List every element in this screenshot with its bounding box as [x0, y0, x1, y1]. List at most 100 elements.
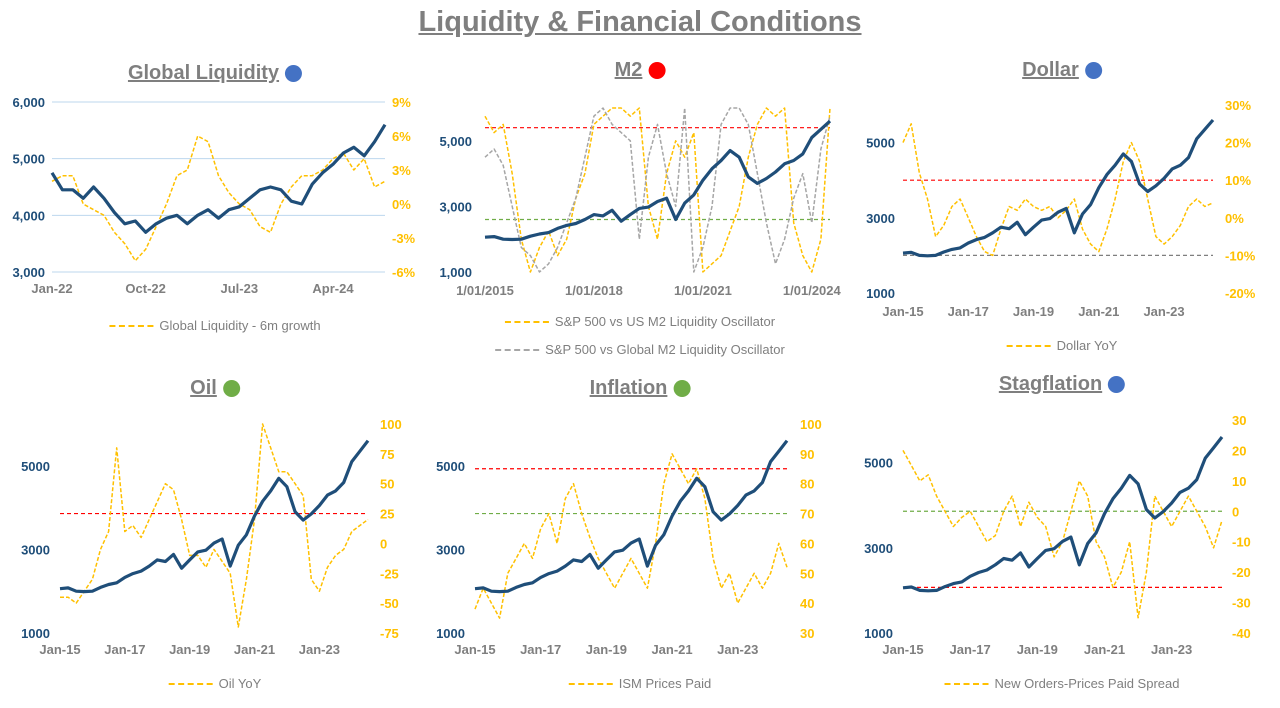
y-right-tick-label: -10	[1232, 535, 1251, 550]
y-right-tick-label: -20%	[1225, 286, 1256, 301]
legend-label: New Orders-Prices Paid Spread	[994, 676, 1180, 691]
y-left-tick-label: 3000	[21, 542, 50, 557]
legend-swatch-icon	[495, 348, 540, 351]
legend-swatch-icon	[109, 324, 154, 327]
chart-title-text: Oil	[190, 377, 217, 399]
x-tick-label: 1/01/2024	[783, 283, 842, 298]
series-line-s-p-500	[474, 439, 789, 594]
y-right-tick-label: -40	[1232, 626, 1251, 641]
chart-title-dollar: Dollar	[1022, 59, 1102, 82]
x-tick-label: Jul-23	[221, 281, 259, 296]
y-right-tick-label: 75	[380, 447, 394, 462]
x-tick-label: Jan-19	[1017, 642, 1058, 657]
y-left-tick-label: 3000	[436, 542, 465, 557]
legend-item: S&P 500 vs US M2 Liquidity Oscillator	[504, 314, 775, 329]
y-right-tick-label: 50	[380, 477, 394, 492]
x-tick-label: Jan-21	[651, 642, 692, 657]
x-tick-label: Jan-23	[717, 642, 758, 657]
y-left-tick-label: 1000	[864, 626, 893, 641]
y-right-tick-label: -3%	[392, 231, 416, 246]
status-dot-icon	[1084, 62, 1102, 79]
x-tick-label: Jan-23	[299, 642, 340, 657]
legend-item: Global Liquidity - 6m growth	[109, 318, 321, 333]
x-tick-label: Jan-21	[1078, 304, 1119, 319]
y-right-tick-label: 25	[380, 507, 394, 522]
x-tick-label: 1/01/2015	[456, 283, 514, 298]
chart-m2: 1,000 3,000 5,000 1/01/2015 1/01/2018 1/01/20…	[439, 107, 842, 298]
x-tick-label: Jan-15	[39, 642, 80, 657]
y-left-tick-label: 5000	[866, 136, 895, 151]
y-right-tick-label: 50	[800, 566, 814, 581]
x-tick-label: Jan-21	[1084, 642, 1125, 657]
x-tick-label: 1/01/2021	[674, 283, 732, 298]
series-line-s-p-500	[902, 436, 1224, 593]
y-right-tick-label: 100	[380, 417, 402, 432]
y-right-tick-label: 100	[800, 417, 822, 432]
status-dot-icon	[1108, 376, 1126, 393]
y-left-tick-label: 3,000	[439, 199, 472, 214]
y-right-tick-label: -10%	[1225, 248, 1256, 263]
y-left-tick-label: 1,000	[439, 265, 472, 280]
x-tick-label: Jan-17	[520, 642, 561, 657]
x-tick-label: Jan-17	[104, 642, 145, 657]
legend-swatch-icon	[168, 682, 213, 685]
y-right-tick-label: 0%	[1225, 211, 1244, 226]
legend-swatch-icon	[568, 682, 613, 685]
series-line-s-p-500-vs-global-m2-liquidity-oscillator	[484, 107, 831, 273]
y-right-tick-label: -50	[380, 596, 399, 611]
y-right-tick-label: 10	[1232, 474, 1246, 489]
legend-item: Oil YoY	[168, 676, 262, 691]
y-right-tick-label: -30	[1232, 596, 1251, 611]
x-tick-label: Jan-23	[1151, 642, 1192, 657]
y-right-tick-label: 20%	[1225, 136, 1251, 151]
y-right-tick-label: 0%	[392, 197, 411, 212]
chart-title-m2: M2	[615, 59, 666, 82]
y-right-tick-label: 0	[380, 536, 387, 551]
y-right-tick-label: 10%	[1225, 173, 1251, 188]
y-left-tick-label: 1000	[436, 626, 465, 641]
x-tick-label: Jan-21	[234, 642, 275, 657]
y-right-tick-label: -25	[380, 566, 399, 581]
series-line-s-p-500	[484, 119, 832, 242]
series-line-s-p-500	[59, 439, 370, 594]
y-right-tick-label: -75	[380, 626, 399, 641]
legend-swatch-icon	[1006, 344, 1051, 347]
x-tick-label: Jan-15	[882, 304, 923, 319]
x-tick-label: 1/01/2018	[565, 283, 623, 298]
x-tick-label: Oct-22	[125, 281, 165, 296]
series-line-oil-yoy	[60, 423, 369, 628]
status-dot-icon	[222, 380, 240, 397]
y-left-tick-label: 3,000	[12, 265, 45, 280]
chart-title-text: Inflation	[589, 377, 668, 399]
chart-title-text: Global Liquidity	[127, 62, 280, 84]
y-right-tick-label: 30%	[1225, 98, 1251, 113]
status-dot-icon	[285, 65, 303, 82]
y-left-tick-label: 5,000	[12, 152, 45, 167]
series-line-ism-prices-paid	[474, 453, 788, 619]
y-right-tick-label: 40	[800, 596, 814, 611]
legend-item: New Orders-Prices Paid Spread	[944, 676, 1180, 691]
chart-title-oil: Oil	[190, 377, 240, 400]
y-left-tick-label: 3000	[866, 211, 895, 226]
legend-label: Oil YoY	[218, 676, 262, 691]
legend-item: ISM Prices Paid	[568, 676, 711, 691]
y-left-tick-label: 6,000	[12, 95, 45, 110]
x-tick-label: Jan-15	[882, 642, 923, 657]
chart-title-stagflation: Stagflation	[999, 373, 1126, 396]
chart-title-inflation: Inflation	[590, 377, 691, 400]
y-left-tick-label: 5,000	[439, 134, 472, 149]
chart-title-text: M2	[614, 59, 643, 81]
x-tick-label: Jan-19	[586, 642, 627, 657]
chart-inflation: 1000 3000 5000 30 40 50 60 70 80 90 100 Jan-15 Jan-1…	[436, 417, 822, 657]
x-tick-label: Jan-15	[454, 642, 495, 657]
y-left-tick-label: 5000	[21, 459, 50, 474]
y-right-tick-label: -20	[1232, 565, 1251, 580]
y-right-tick-label: 3%	[392, 163, 411, 178]
y-left-tick-label: 5000	[864, 456, 893, 471]
y-right-tick-label: 0	[1232, 504, 1239, 519]
y-right-tick-label: -6%	[392, 265, 416, 280]
series-line-global-liquidity-6m-growth	[51, 135, 386, 262]
x-tick-label: Jan-17	[948, 304, 989, 319]
